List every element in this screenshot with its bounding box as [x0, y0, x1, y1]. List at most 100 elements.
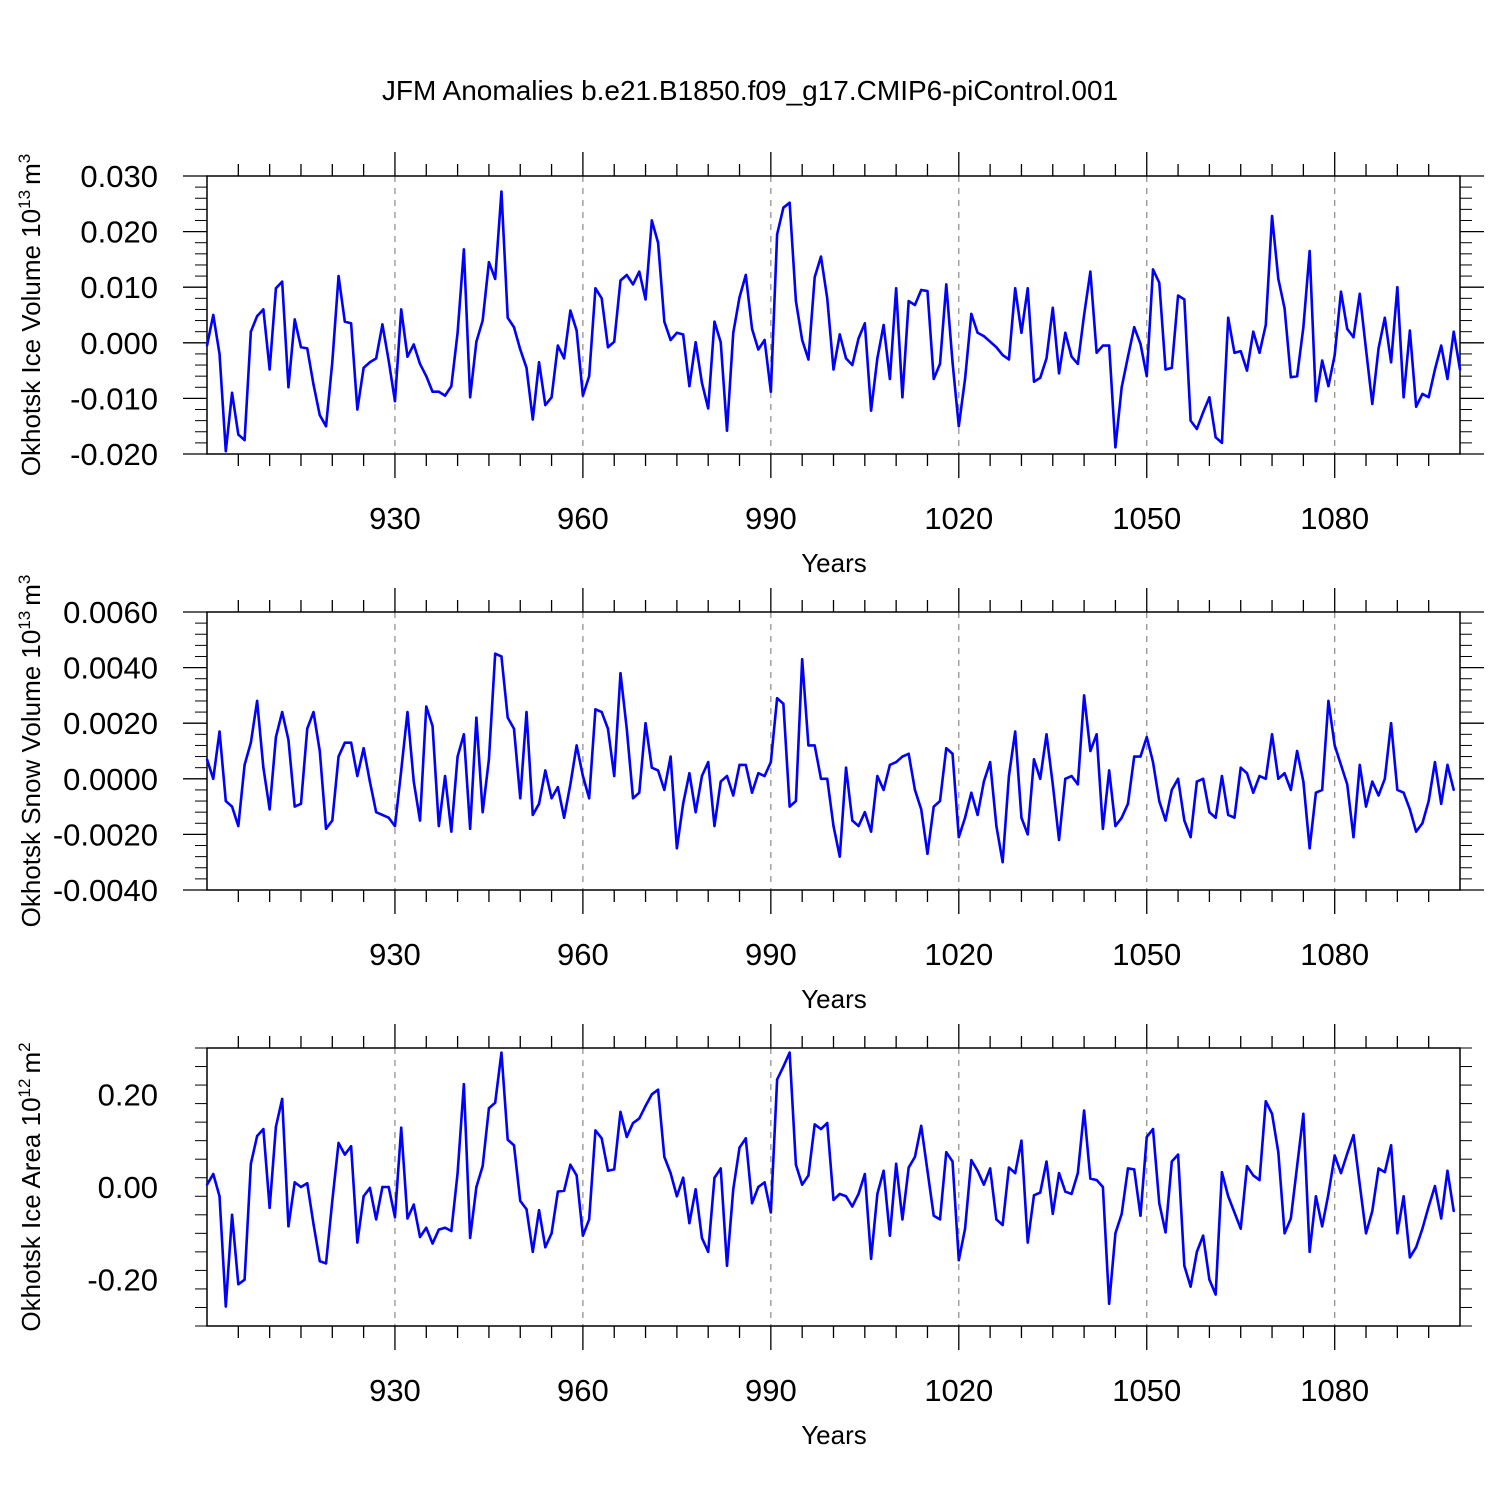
- data-point: [995, 1218, 998, 1221]
- x-tick-label: 930: [369, 937, 421, 972]
- data-point: [450, 384, 453, 388]
- data-point: [1452, 1209, 1455, 1213]
- data-point: [744, 273, 747, 277]
- data-point: [506, 316, 509, 319]
- data-point: [293, 1181, 296, 1184]
- data-point: [901, 396, 904, 399]
- data-point: [506, 716, 509, 719]
- data-point: [1389, 361, 1393, 364]
- data-point: [826, 297, 829, 300]
- data-point: [519, 348, 522, 351]
- data-point: [212, 777, 215, 780]
- data-point: [324, 1262, 328, 1265]
- y-tick-label: -0.0040: [53, 873, 158, 908]
- data-point: [800, 338, 804, 342]
- data-point: [1414, 405, 1418, 408]
- data-point: [1126, 802, 1130, 806]
- data-point: [631, 1121, 635, 1125]
- data-point: [1427, 1205, 1430, 1208]
- data-point: [644, 1104, 647, 1108]
- data-point: [813, 744, 816, 747]
- data-point: [1032, 380, 1036, 383]
- data-point: [205, 1183, 209, 1186]
- data-point: [951, 361, 954, 364]
- data-point: [224, 799, 227, 803]
- data-point: [393, 1215, 397, 1219]
- data-point: [1114, 1232, 1117, 1235]
- data-point: [218, 1195, 221, 1198]
- data-point: [1446, 763, 1449, 767]
- data-point: [932, 805, 935, 808]
- data-point: [819, 777, 823, 780]
- data-point: [694, 341, 697, 344]
- x-tick-label: 990: [745, 1373, 797, 1408]
- data-point: [249, 330, 253, 333]
- data-point: [619, 671, 622, 675]
- data-point: [343, 1153, 347, 1156]
- data-point: [1020, 816, 1023, 819]
- data-point: [663, 320, 666, 323]
- data-point: [606, 727, 610, 730]
- data-point: [493, 277, 497, 281]
- data-point: [1220, 774, 1224, 778]
- data-point: [907, 752, 910, 755]
- data-point: [318, 749, 321, 753]
- data-point: [1057, 838, 1061, 842]
- data-point: [788, 1051, 791, 1054]
- data-point: [963, 377, 967, 381]
- data-point: [681, 1176, 685, 1179]
- data-point: [1208, 396, 1211, 399]
- data-point: [1133, 326, 1136, 329]
- x-tick-label: 990: [745, 937, 797, 972]
- data-point: [838, 333, 841, 336]
- data-point: [1045, 357, 1048, 360]
- data-point: [794, 1163, 798, 1166]
- data-point: [913, 303, 917, 307]
- data-point: [1201, 1234, 1205, 1237]
- data-point: [1139, 755, 1142, 758]
- x-tick-label: 960: [557, 937, 609, 972]
- data-point: [587, 374, 591, 378]
- data-point: [951, 1160, 954, 1163]
- data-point: [299, 346, 303, 349]
- data-point: [324, 425, 328, 428]
- data-point: [907, 1166, 910, 1169]
- data-point: [1245, 772, 1249, 775]
- data-point: [1433, 368, 1437, 371]
- data-point: [487, 758, 491, 761]
- data-point: [738, 763, 741, 767]
- data-point: [1421, 392, 1424, 396]
- data-point: [663, 788, 666, 792]
- data-point: [243, 438, 246, 442]
- data-point: [763, 774, 766, 778]
- data-point: [594, 1129, 597, 1132]
- data-point: [1283, 772, 1286, 775]
- data-point: [393, 824, 397, 828]
- data-point: [450, 830, 453, 833]
- data-points-snow-volume: [205, 652, 1455, 864]
- data-point: [957, 835, 960, 839]
- data-point: [1383, 316, 1387, 319]
- data-point: [1252, 1174, 1255, 1177]
- data-point: [374, 1218, 378, 1221]
- data-point: [537, 802, 541, 806]
- data-point: [945, 747, 948, 750]
- data-point: [1051, 306, 1054, 309]
- data-point: [237, 824, 240, 828]
- data-point: [493, 652, 497, 655]
- data-point: [938, 362, 942, 366]
- data-point: [932, 1214, 935, 1217]
- data-point: [650, 219, 654, 222]
- data-point: [1408, 1256, 1412, 1259]
- data-point: [1082, 1109, 1086, 1112]
- data-point: [406, 710, 409, 714]
- data-point: [1427, 799, 1430, 803]
- data-point: [963, 1227, 967, 1230]
- data-point: [1440, 1217, 1443, 1220]
- data-point: [1371, 402, 1374, 406]
- data-point: [807, 1174, 810, 1177]
- data-point: [1039, 1191, 1042, 1194]
- panel-ice-area: -0.20 0.00 0.20 930 960 990 1020 1050 1080 Years O…: [15, 1024, 1472, 1450]
- data-point: [262, 308, 265, 311]
- data-point: [970, 791, 973, 794]
